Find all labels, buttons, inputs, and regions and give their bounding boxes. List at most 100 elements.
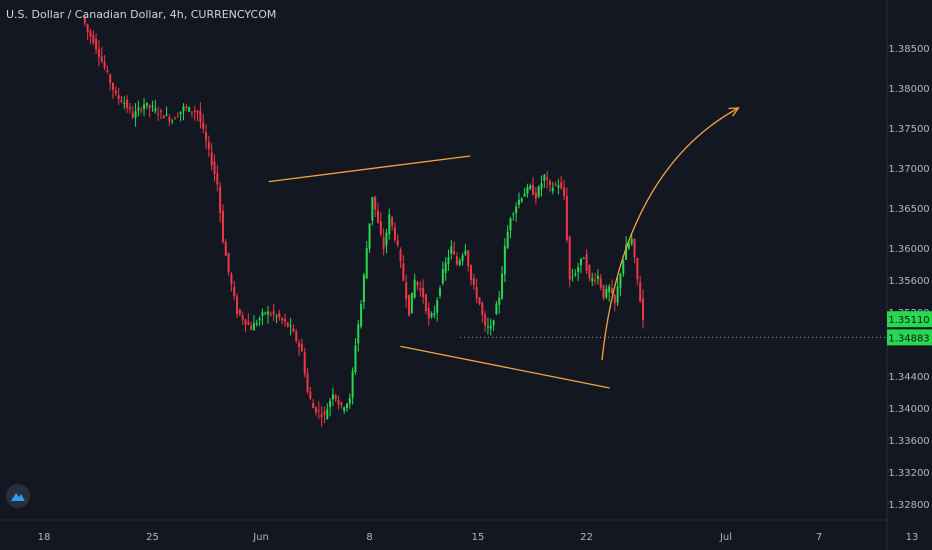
candle-body [126, 99, 129, 109]
candle [523, 187, 526, 197]
candle-body [216, 173, 219, 185]
candle-body [433, 313, 436, 315]
candle-body [461, 255, 464, 261]
candle-body [534, 192, 537, 199]
candle [128, 102, 131, 114]
candle-body [444, 262, 447, 273]
candle [416, 280, 419, 291]
candle [484, 311, 487, 332]
x-tick-label: 7 [816, 532, 822, 543]
candle [557, 179, 560, 195]
candle-body [503, 245, 506, 275]
candle-body [109, 74, 112, 84]
candle [534, 186, 537, 205]
candle [134, 103, 137, 127]
candle [379, 212, 382, 237]
candle [554, 181, 557, 187]
candle [396, 234, 399, 248]
candle [210, 143, 213, 171]
candle [636, 257, 639, 286]
candle-body [92, 34, 95, 43]
candle-body [441, 268, 444, 284]
candle [427, 302, 430, 326]
candle-body [343, 407, 346, 411]
candle-body [131, 112, 134, 118]
candle [244, 318, 247, 332]
candle-body [588, 265, 591, 279]
candle [467, 249, 470, 272]
candle-body [625, 245, 628, 260]
candle [563, 180, 566, 200]
x-axis[interactable]: 1825Jun81522Jul7132027 [0, 519, 932, 543]
candle [357, 320, 360, 352]
candle [154, 99, 157, 114]
candle-body [427, 307, 430, 319]
candle-body [303, 352, 306, 375]
candle [515, 202, 518, 222]
candle-body [286, 322, 289, 327]
candle-body [574, 273, 577, 276]
logo-mountain-icon [11, 493, 25, 501]
candle-body [498, 297, 501, 305]
candle [464, 243, 467, 257]
candle [275, 314, 278, 324]
candle [582, 256, 585, 260]
last-price-text: 1.35110 [888, 315, 929, 326]
y-tick-label: 1.37500 [888, 124, 929, 135]
candle [565, 187, 568, 243]
tradingview-logo[interactable] [6, 484, 30, 508]
trend-line[interactable] [268, 155, 471, 183]
candle [221, 204, 224, 244]
candle-body [520, 198, 523, 202]
candle-body [512, 213, 515, 215]
candle-body [292, 328, 295, 332]
candle-body [337, 400, 340, 405]
candle-body [639, 282, 642, 302]
candle-body [300, 343, 303, 352]
candle [613, 294, 616, 312]
candle [630, 234, 633, 246]
candle-body [436, 300, 439, 313]
candle [219, 182, 222, 223]
candle-body [455, 256, 458, 265]
candle [255, 319, 258, 327]
candle-body [602, 285, 605, 299]
forecast-arrow[interactable] [601, 107, 739, 361]
candle [83, 14, 86, 26]
candle-body [140, 109, 143, 111]
candle [145, 102, 148, 109]
candle-body [317, 410, 320, 412]
candle-body [478, 297, 481, 305]
candle [470, 264, 473, 286]
candle [512, 211, 515, 221]
candle-body [117, 95, 120, 99]
candle-body [630, 239, 633, 245]
candle [393, 222, 396, 243]
candle [520, 197, 523, 204]
candle-body [484, 314, 487, 326]
candle-body [439, 288, 442, 296]
candle-body [255, 323, 258, 325]
candle [292, 324, 295, 333]
y-axis[interactable]: 1.38500 1.38000 1.37500 1.37000 1.36500 1.360… [886, 0, 932, 550]
candle-body [289, 325, 292, 327]
candle-body [267, 311, 270, 315]
candle [619, 272, 622, 297]
candle-body [529, 185, 532, 189]
candle [453, 241, 456, 256]
candle-body [560, 182, 563, 189]
candle-body [309, 391, 312, 399]
candle [140, 106, 143, 114]
candle [481, 301, 484, 323]
trend-line[interactable] [400, 345, 610, 389]
candle-body [159, 110, 162, 112]
candle [633, 238, 636, 264]
candle-body [247, 321, 250, 325]
candle [168, 114, 171, 126]
candle-body [221, 210, 224, 243]
candle [207, 135, 210, 157]
candle-body [563, 187, 566, 196]
candle [455, 252, 458, 266]
candle-body [362, 274, 365, 303]
